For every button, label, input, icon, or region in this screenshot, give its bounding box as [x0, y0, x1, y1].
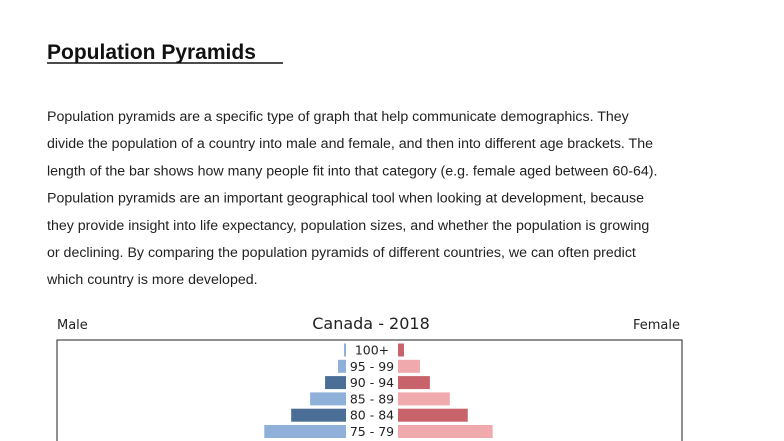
legend-female: Female — [633, 318, 680, 333]
paragraph-line: length of the bar shows how many people … — [47, 163, 657, 179]
paragraph-line: Population pyramids are a specific type … — [47, 109, 630, 125]
male-bar — [344, 343, 346, 357]
paragraph-line: divide the population of a country into … — [47, 136, 653, 152]
age-label: 75 - 79 — [350, 424, 394, 439]
male-bar — [291, 408, 346, 422]
chart: Canada - 2018 Male Female 100+95 - 9990 … — [56, 314, 683, 441]
document-title: Population Pyramids — [47, 41, 256, 64]
age-label: 90 - 94 — [350, 375, 394, 390]
legend-male: Male — [57, 318, 88, 333]
chart-title: Canada - 2018 — [312, 314, 430, 333]
paragraph-line: Population pyramids are an important geo… — [47, 191, 644, 207]
age-label: 85 - 89 — [350, 391, 394, 406]
female-bar — [398, 392, 450, 406]
paragraph-line: which country is more developed. — [46, 272, 258, 288]
female-bar — [398, 376, 430, 390]
age-label: 95 - 99 — [350, 359, 394, 374]
age-label: 100+ — [355, 343, 389, 358]
age-label: 80 - 84 — [350, 408, 394, 423]
female-bar — [398, 425, 493, 438]
male-bar — [310, 392, 346, 406]
paragraph: Population pyramids are a specific type … — [46, 109, 657, 288]
female-bar — [398, 343, 404, 357]
paragraph-line: they provide insight into life expectanc… — [47, 218, 649, 234]
female-bar — [398, 408, 468, 422]
male-bar — [325, 376, 346, 390]
female-bar — [398, 359, 420, 373]
male-bar — [264, 425, 346, 438]
male-bar — [338, 359, 346, 373]
paragraph-line: or declining. By comparing the populatio… — [47, 245, 636, 261]
plot-frame — [56, 339, 683, 441]
